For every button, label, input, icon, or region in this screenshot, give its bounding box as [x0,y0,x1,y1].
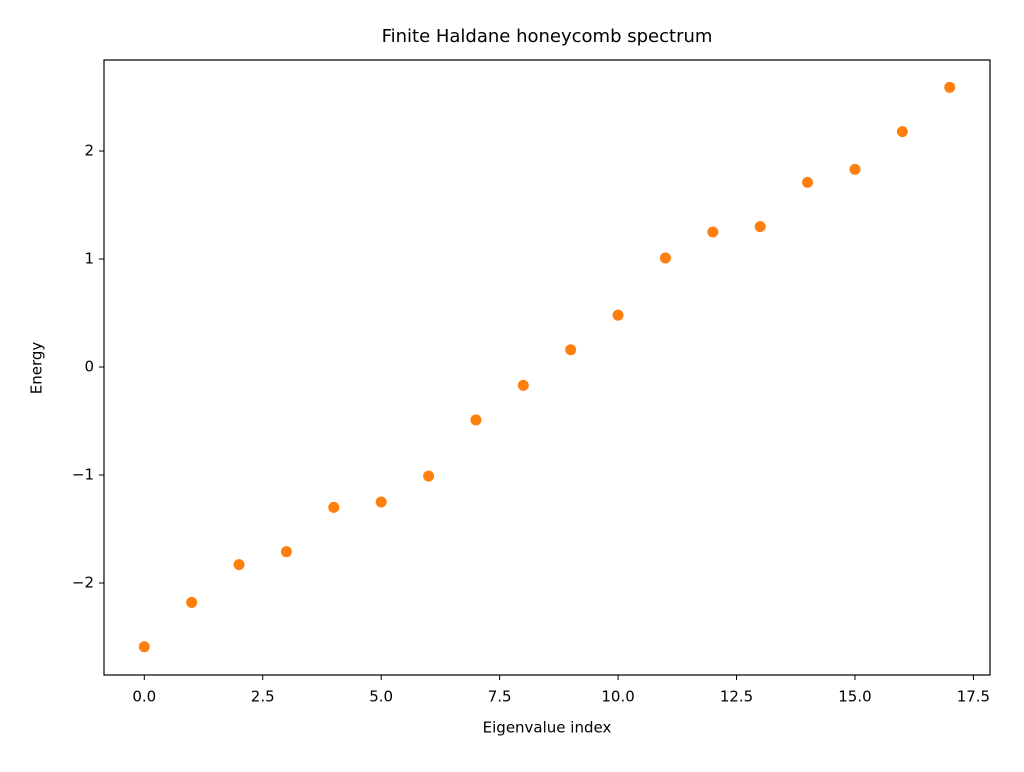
point [375,496,387,508]
point [944,81,956,93]
point [280,546,292,558]
point [754,221,766,233]
point [659,252,671,264]
y-tick-label: 0 [84,358,94,376]
x-tick-label: 12.5 [720,688,753,706]
x-tick-label: 0.0 [132,688,156,706]
point [138,641,150,653]
point [802,176,814,188]
chart-title: Finite Haldane honeycomb spectrum [382,26,713,47]
point [612,309,624,321]
point [328,501,340,513]
x-axis-label: Eigenvalue index [483,719,612,737]
x-tick-label: 17.5 [957,688,990,706]
point [517,379,529,391]
y-tick-label: 2 [84,142,94,160]
y-tick-label: −2 [72,573,94,591]
y-axis-label: Energy [28,342,46,395]
x-tick-label: 15.0 [838,688,871,706]
x-tick-label: 10.0 [601,688,634,706]
point [896,126,908,138]
point [849,163,861,175]
plot-frame [103,59,991,676]
point [470,414,482,426]
point [186,596,198,608]
point [233,559,245,571]
x-tick-label: 7.5 [488,688,512,706]
x-tick-label: 5.0 [369,688,393,706]
y-tick-label: −1 [72,466,94,484]
point [565,344,577,356]
point [707,226,719,238]
x-tick-label: 2.5 [251,688,275,706]
y-tick-label: 1 [84,250,94,268]
point [423,470,435,482]
